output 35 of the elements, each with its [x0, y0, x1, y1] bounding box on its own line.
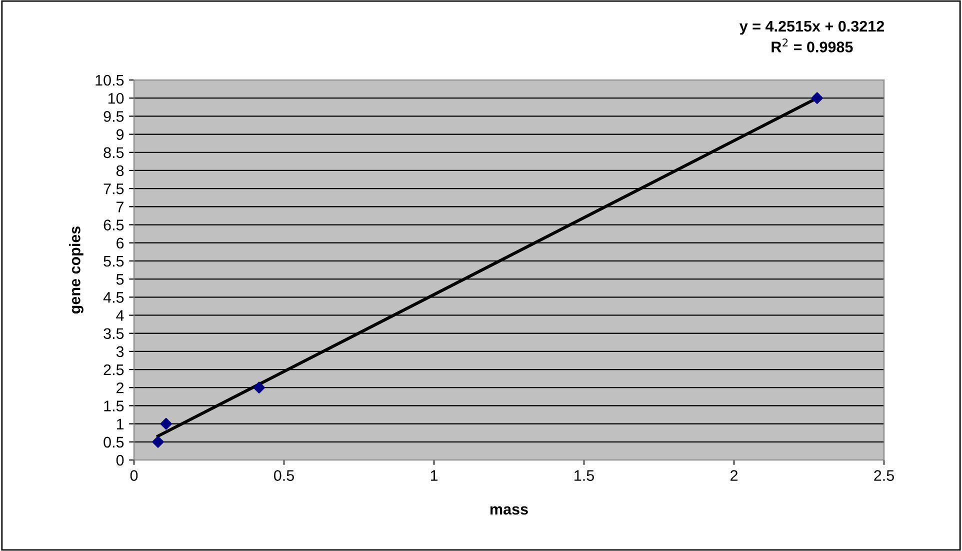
y-tick-label: 7 — [116, 202, 124, 212]
y-tick-label: 6 — [116, 238, 124, 249]
point — [811, 92, 823, 104]
x-tick-label: 1 — [430, 470, 438, 481]
y-tick-label: 8 — [116, 165, 124, 176]
y-tick-label: 4.5 — [103, 292, 124, 303]
y-tick-label: 5.5 — [104, 256, 124, 267]
text: y = 4.2515x + 0.3212 R$^{2}$ = 0.9985 — [739, 20, 884, 52]
x-tick-label: 0.5 — [274, 470, 294, 481]
point — [152, 436, 164, 448]
y-tick-label: 0.5 — [104, 436, 124, 448]
y-tick-label: 3 — [116, 346, 124, 358]
y-tick-label: 2.5 — [104, 364, 124, 376]
y-tick-label: 0 — [116, 454, 124, 466]
y-tick-label: 4 — [116, 310, 124, 321]
y-tick-label: 10.5 — [96, 74, 124, 86]
x-tick-label: 2.5 — [874, 470, 894, 481]
x-tick-label: 2 — [730, 470, 738, 481]
y-tick-label: 7.5 — [104, 184, 124, 194]
y-tick-label: 9.5 — [104, 111, 124, 122]
y-tick-label: 1.5 — [104, 400, 124, 412]
y-axis-title: gene copies — [69, 226, 84, 314]
point — [253, 382, 265, 394]
y-tick-label: 3.5 — [104, 328, 124, 340]
x-axis-title: mass — [490, 506, 528, 515]
y-tick-label: 1 — [116, 418, 124, 430]
y-tick-label: 10 — [108, 92, 124, 104]
x-tick-label: 1.5 — [574, 470, 594, 481]
y-tick-label: 2 — [116, 382, 124, 394]
y-tick-label: 9 — [116, 129, 124, 140]
y-tick-label: 6.5 — [104, 220, 124, 230]
y-tick-label: 5 — [116, 274, 124, 285]
point — [160, 418, 172, 430]
x-tick-label: 0 — [130, 470, 138, 481]
y-tick-label: 8.5 — [104, 147, 124, 158]
